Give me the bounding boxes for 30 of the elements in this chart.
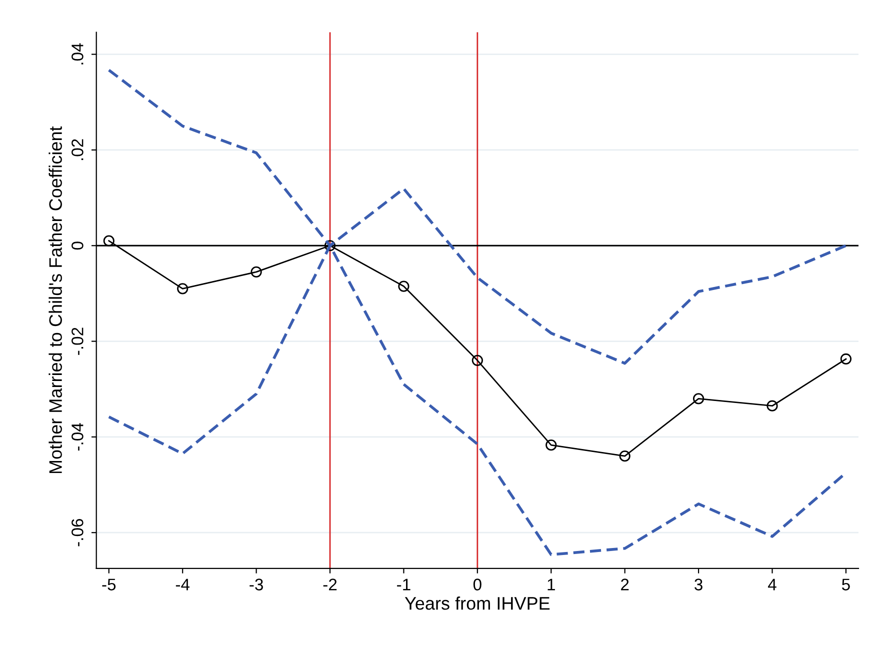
x-tick-label: 1 (548, 578, 555, 590)
x-tick-label: -1 (397, 578, 410, 590)
y-tick-label: -.04 (72, 423, 84, 451)
point (398, 280, 410, 292)
x-tick-label: 0 (473, 578, 482, 590)
point (692, 393, 704, 404)
point (103, 235, 114, 246)
y-axis-title: Mother Married to Child's Father Coefficient (48, 126, 62, 474)
x-tick-label: -2 (323, 578, 337, 590)
point (840, 353, 852, 365)
point (177, 283, 188, 294)
y-tick-label: -.06 (72, 518, 84, 546)
x-tick-label: 4 (768, 578, 776, 590)
point (324, 240, 336, 252)
point (546, 440, 557, 451)
point (250, 266, 262, 278)
x-tick-label: -5 (102, 578, 116, 590)
y-tick-label: -.02 (72, 328, 84, 355)
y-tick-label: .04 (72, 43, 84, 64)
y-tick-label: 0 (72, 242, 84, 250)
point (766, 400, 778, 412)
y-tick-label: .02 (72, 139, 84, 160)
x-tick-label: -3 (250, 578, 263, 590)
x-tick-label: -4 (176, 578, 190, 590)
point (619, 450, 630, 462)
x-tick-label: 2 (621, 578, 629, 590)
x-axis-title: Years from IHVPE (404, 596, 550, 610)
point (472, 354, 483, 366)
x-tick-label: 3 (694, 578, 702, 590)
x-tick-label: 5 (842, 578, 850, 590)
